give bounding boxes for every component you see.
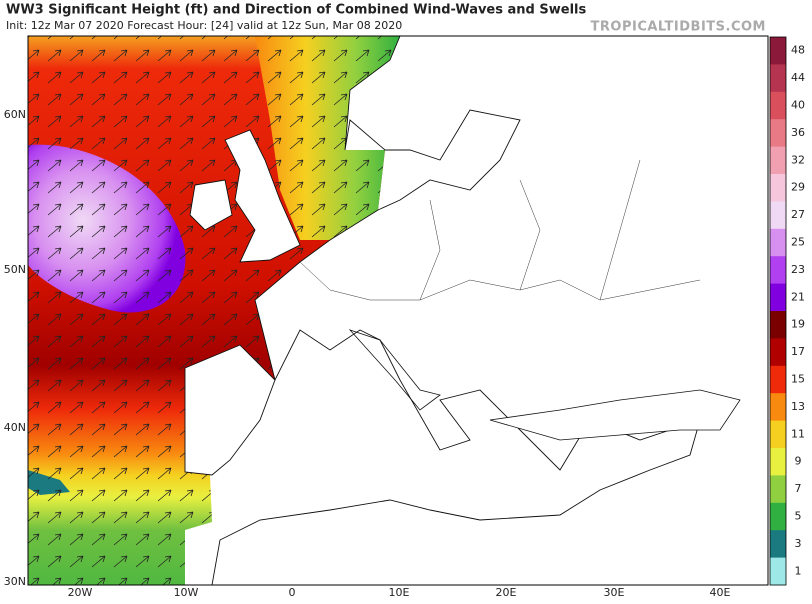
colorbar-label: 19 bbox=[791, 318, 805, 331]
colorbar-label: 17 bbox=[791, 345, 805, 358]
colorbar-label: 5 bbox=[795, 510, 802, 523]
colorbar-segment bbox=[770, 201, 786, 230]
colorbar-label: 9 bbox=[795, 455, 802, 468]
subtitle: Init: 12z Mar 07 2020 Forecast Hour: [24… bbox=[6, 19, 402, 32]
colorbar-label: 44 bbox=[791, 71, 805, 84]
colorbar-segment bbox=[770, 448, 786, 476]
colorbar-segment bbox=[770, 119, 786, 148]
latitude-label: 30N bbox=[4, 575, 26, 588]
colorbar-label: 40 bbox=[791, 99, 805, 112]
map-frame bbox=[27, 35, 769, 586]
longitude-label: 20W bbox=[68, 586, 93, 599]
colorbar-segment bbox=[770, 338, 786, 367]
colorbar-segment bbox=[770, 393, 786, 422]
latitude-label: 60N bbox=[4, 108, 26, 121]
longitude-label: 0 bbox=[289, 586, 296, 599]
colorbar-segment bbox=[770, 365, 786, 394]
colorbar-label: 11 bbox=[791, 427, 805, 440]
colorbar-label: 15 bbox=[791, 373, 805, 386]
colorbar-segment bbox=[770, 311, 786, 339]
colorbar-frame bbox=[769, 36, 787, 586]
italy-outline bbox=[348, 329, 441, 411]
land-britain bbox=[224, 129, 301, 263]
colorbar-segment bbox=[770, 530, 786, 559]
wave-direction-arrows bbox=[28, 36, 400, 585]
map-labels: 60N 50N 40N 30N 20W 10W 0 10E 20E 30E 40E bbox=[4, 108, 731, 599]
colorbar-label: 3 bbox=[795, 537, 802, 550]
colorbar: 48 44 40 36 32 29 27 25 23 21 19 17 15 13 11 9 7 5 3 1 bbox=[769, 36, 805, 586]
colorbar-label: 48 bbox=[791, 44, 805, 57]
land-europe bbox=[211, 36, 768, 585]
colorbar-label: 36 bbox=[791, 126, 805, 139]
colorbar-label: 1 bbox=[795, 564, 802, 577]
colorbar-segment bbox=[770, 256, 786, 285]
colorbar-segment bbox=[770, 502, 786, 531]
colorbar-label: 23 bbox=[791, 263, 805, 276]
colorbar-label: 29 bbox=[791, 181, 805, 194]
colorbar-segment bbox=[770, 475, 786, 504]
colorbar-label: 13 bbox=[791, 400, 805, 413]
title: WW3 Significant Height (ft) and Directio… bbox=[6, 3, 586, 18]
colorbar-segment bbox=[770, 91, 786, 120]
map bbox=[28, 36, 768, 585]
land-turkey bbox=[489, 389, 741, 441]
colorbar-segment bbox=[770, 420, 786, 449]
colorbar-label: 27 bbox=[791, 208, 805, 221]
colorbar-segment bbox=[770, 557, 786, 586]
longitude-label: 10W bbox=[174, 586, 199, 599]
longitude-label: 20E bbox=[496, 586, 517, 599]
colorbar-segment bbox=[770, 174, 786, 202]
colorbar-segment bbox=[770, 283, 786, 312]
latitude-label: 50N bbox=[4, 263, 26, 276]
longitude-label: 10E bbox=[389, 586, 410, 599]
colorbar-label: 7 bbox=[795, 482, 802, 495]
land-iberia bbox=[184, 344, 276, 476]
colorbar-label: 32 bbox=[791, 153, 805, 166]
colorbar-label: 21 bbox=[791, 290, 805, 303]
longitude-label: 30E bbox=[604, 586, 625, 599]
brand: TROPICALTIDBITS.COM bbox=[591, 20, 766, 35]
land-ireland bbox=[189, 179, 233, 231]
colorbar-segment bbox=[770, 37, 786, 65]
colorbar-segment bbox=[770, 228, 786, 257]
longitude-label: 40E bbox=[710, 586, 731, 599]
colorbar-segment bbox=[770, 146, 786, 175]
borders bbox=[299, 159, 701, 301]
colorbar-label: 25 bbox=[791, 236, 805, 249]
latitude-label: 40N bbox=[4, 421, 26, 434]
colorbar-segment bbox=[770, 64, 786, 93]
